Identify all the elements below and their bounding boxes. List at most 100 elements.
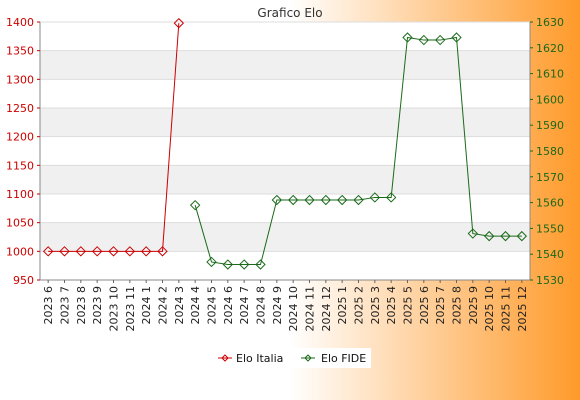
- x-tick-label: 2025 10: [483, 286, 496, 332]
- series-layer: [42, 17, 528, 270]
- x-tick-label: 2025 2: [353, 286, 366, 325]
- data-point: [483, 230, 495, 242]
- x-tick-label: 2023 11: [124, 286, 137, 332]
- y-tick-label-right: 1540: [536, 248, 564, 261]
- x-tick-label: 2024 3: [173, 286, 186, 325]
- x-tick-label: 2025 5: [402, 286, 415, 325]
- data-point: [173, 17, 185, 29]
- y-tick-label-right: 1580: [536, 145, 564, 158]
- x-tick-label: 2024 11: [304, 286, 317, 332]
- data-point: [336, 194, 348, 206]
- y-tick-label-right: 1610: [536, 68, 564, 81]
- x-tick-label: 2024 6: [222, 286, 235, 325]
- x-tick-label: 2025 7: [434, 286, 447, 325]
- x-tick-label: 2025 1: [336, 286, 349, 325]
- legend-box: [211, 348, 371, 368]
- y-ticks-left: 950 1000 1050 1100 1150 1200 1250 1300 1350 1400: [6, 16, 40, 287]
- data-point: [402, 32, 413, 43]
- y-tick-label-left: 1250: [6, 102, 34, 115]
- legend-label: Elo FIDE: [321, 352, 366, 365]
- x-tick-label: 2023 7: [59, 286, 72, 325]
- data-point: [91, 246, 103, 257]
- data-point: [353, 194, 364, 206]
- data-point: [467, 228, 479, 239]
- x-tick-label: 2025 4: [385, 286, 398, 325]
- data-point: [157, 246, 168, 257]
- y-tick-label-right: 1570: [536, 171, 564, 184]
- x-tick-label: 2023 8: [75, 286, 88, 325]
- x-tick-label: 2025 11: [500, 286, 513, 332]
- y-ticks-right: 1530 1540 1550 1560 1570 1580 1590 1600 1610 1620…: [530, 16, 564, 287]
- x-tick-label: 2025 6: [418, 286, 431, 325]
- data-point: [500, 230, 511, 242]
- grid-band: [40, 165, 530, 194]
- y-tick-label-right: 1550: [536, 222, 564, 235]
- x-tick-label: 2024 8: [255, 286, 268, 325]
- y-tick-label-right: 1590: [536, 119, 564, 132]
- x-tick-label: 2024 1: [140, 286, 153, 325]
- x-tick-label: 2023 10: [108, 286, 121, 332]
- data-point: [516, 230, 528, 242]
- y-tick-label-left: 1150: [6, 159, 34, 172]
- data-point: [304, 194, 315, 206]
- x-tick-label: 2025 9: [467, 286, 480, 325]
- legend-marker: [221, 354, 229, 362]
- series-line: [48, 23, 180, 252]
- x-tick-label: 2024 5: [206, 286, 219, 325]
- y-tick-label-right: 1560: [536, 197, 564, 210]
- data-point: [255, 259, 266, 270]
- data-point: [59, 246, 70, 257]
- x-tick-label: 2024 7: [238, 286, 251, 325]
- x-ticks: 2023 6 2023 7 2023 8 2023 9 2023 10 2023 11 20…: [42, 280, 529, 332]
- legend-label: Elo Italia: [236, 352, 283, 365]
- data-point: [124, 246, 136, 257]
- series-elo-fide: [189, 32, 528, 270]
- y-tick-label-left: 950: [13, 274, 34, 287]
- data-point: [320, 194, 332, 206]
- x-tick-label: 2023 6: [42, 286, 55, 325]
- y-tick-label-right: 1600: [536, 93, 564, 106]
- x-tick-label: 2025 3: [369, 286, 382, 325]
- data-point: [140, 246, 152, 257]
- data-point: [451, 32, 462, 43]
- y-tick-label-right: 1620: [536, 42, 564, 55]
- x-tick-label: 2024 4: [189, 286, 202, 325]
- y-tick-label-left: 1300: [6, 73, 34, 86]
- x-tick-label: 2025 8: [451, 286, 464, 325]
- data-point: [434, 34, 446, 46]
- y-tick-label-left: 1050: [6, 217, 34, 230]
- data-point: [189, 199, 201, 211]
- legend: Elo Italia Elo FIDE: [211, 348, 371, 368]
- chart-title: Grafico Elo: [257, 6, 322, 20]
- y-tick-label-left: 1400: [6, 16, 34, 29]
- x-tick-label: 2023 9: [91, 286, 104, 325]
- data-point: [369, 192, 381, 203]
- data-point: [75, 246, 87, 257]
- grid-band: [40, 50, 530, 80]
- data-point: [271, 194, 283, 206]
- grid-bands: [40, 50, 530, 252]
- data-point: [287, 194, 299, 206]
- data-point: [206, 256, 217, 268]
- x-tick-label: 2024 9: [271, 286, 284, 325]
- series-line: [194, 36, 522, 266]
- series-elo-italia: [42, 17, 185, 257]
- data-point: [42, 246, 54, 257]
- y-tick-label-right: 1530: [536, 274, 564, 287]
- grid-band: [40, 222, 530, 252]
- data-point: [108, 246, 119, 257]
- grid-band: [40, 108, 530, 137]
- x-tick-label: 2024 10: [287, 286, 300, 332]
- y-tick-label-left: 1100: [6, 188, 34, 201]
- data-point: [222, 259, 234, 270]
- x-tick-label: 2024 12: [320, 286, 333, 332]
- data-point: [418, 34, 430, 46]
- x-tick-label: 2025 12: [516, 286, 529, 332]
- y-tick-label-right: 1630: [536, 16, 564, 29]
- y-tick-label-left: 1350: [6, 45, 34, 58]
- data-point: [385, 192, 397, 203]
- x-tick-label: 2024 2: [157, 286, 170, 325]
- data-point: [238, 259, 250, 270]
